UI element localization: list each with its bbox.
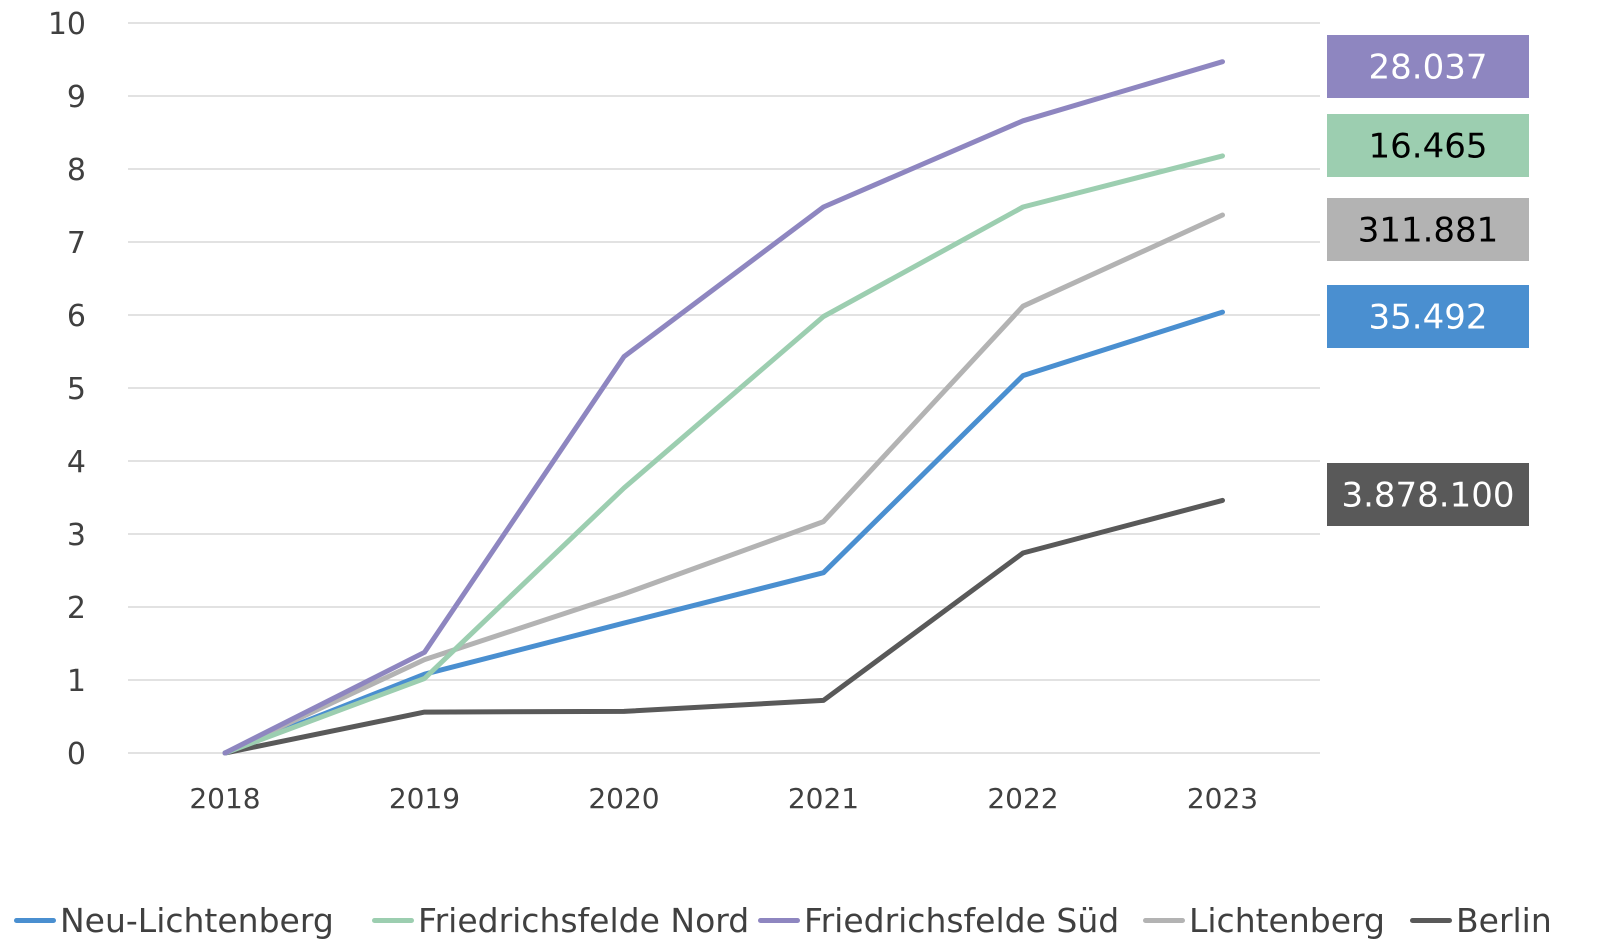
end-label-box [1327, 285, 1529, 348]
legend-item: Lichtenberg [1143, 900, 1385, 940]
x-tick-label: 2023 [1187, 782, 1258, 815]
legend-swatch [758, 917, 800, 923]
series-line-0 [222, 309, 1225, 756]
series-line-1 [222, 153, 1225, 756]
legend-label: Friedrichsfelde Nord [418, 900, 750, 940]
end-label-value: 311.881 [1358, 211, 1499, 251]
legend-item: Friedrichsfelde Süd [758, 900, 1119, 940]
legend-label: Friedrichsfelde Süd [804, 900, 1120, 940]
y-tick-label: 5 [67, 372, 86, 407]
series-line-3 [222, 212, 1225, 756]
x-tick-label: 2022 [987, 782, 1058, 815]
gridlines [128, 22, 1320, 754]
legend-item: Friedrichsfelde Nord [372, 900, 749, 940]
y-tick-label: 10 [48, 7, 86, 42]
legend-label: Lichtenberg [1189, 900, 1385, 940]
end-label: 311.881 [1327, 198, 1529, 261]
legend: Neu-Lichtenberg Friedrichsfelde Nord Fried… [0, 900, 1601, 940]
end-label: 35.492 [1327, 285, 1529, 348]
y-tick-label: 9 [67, 80, 86, 115]
end-label: 3.878.100 [1327, 463, 1529, 526]
legend-swatch [1143, 917, 1185, 923]
end-label-value: 3.878.100 [1341, 476, 1514, 516]
end-label: 28.037 [1327, 35, 1529, 98]
end-label-box [1327, 35, 1529, 98]
legend-item: Neu-Lichtenberg [14, 900, 334, 940]
series-lines [222, 59, 1225, 756]
legend-item: Berlin [1410, 900, 1552, 940]
legend-swatch [14, 917, 56, 923]
y-tick-label: 1 [67, 664, 86, 699]
x-tick-label: 2020 [588, 782, 659, 815]
end-label-box [1327, 198, 1529, 261]
legend-label: Berlin [1456, 900, 1552, 940]
series-line-2 [222, 59, 1225, 756]
end-label-value: 28.037 [1369, 48, 1488, 88]
y-tick-label: 3 [67, 518, 86, 553]
x-tick-label: 2019 [389, 782, 460, 815]
end-label-box [1327, 114, 1529, 177]
x-tick-label: 2018 [189, 782, 260, 815]
y-tick-label: 2 [67, 591, 86, 626]
x-tick-label: 2021 [788, 782, 859, 815]
legend-label: Neu-Lichtenberg [60, 900, 334, 940]
legend-swatch [372, 917, 414, 923]
y-tick-label: 4 [67, 445, 86, 480]
line-chart: 0 1 2 3 4 5 6 7 8 9 10 2018 2019 2020 2021 2022 2023 28… [48, 7, 1529, 815]
end-label-box [1327, 463, 1529, 526]
y-tick-label: 7 [67, 226, 86, 261]
end-label: 16.465 [1327, 114, 1529, 177]
series-line-4 [222, 497, 1225, 756]
legend-swatch [1410, 917, 1452, 923]
end-label-value: 35.492 [1369, 298, 1488, 338]
y-tick-label: 8 [67, 153, 86, 188]
x-axis: 2018 2019 2020 2021 2022 2023 [189, 782, 1258, 815]
end-value-labels: 28.037 16.465 311.881 35.492 3.878.100 [1327, 35, 1529, 526]
y-axis: 0 1 2 3 4 5 6 7 8 9 10 [48, 7, 86, 772]
y-tick-label: 6 [67, 299, 86, 334]
y-tick-label: 0 [67, 737, 86, 772]
end-label-value: 16.465 [1369, 127, 1488, 167]
